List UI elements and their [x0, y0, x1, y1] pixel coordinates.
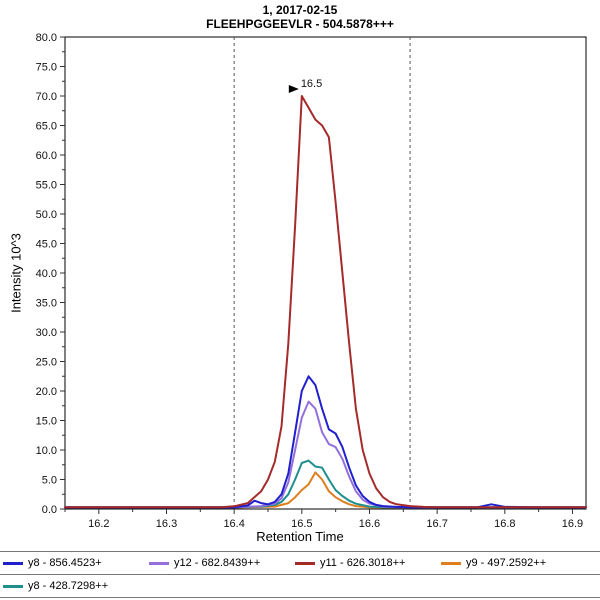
series-label: y8 - 856.4523+ — [28, 557, 102, 569]
series-color-swatch — [441, 561, 461, 565]
y-tick-label: 70.0 — [36, 91, 57, 103]
series-color-swatch — [3, 561, 23, 565]
peak-annotation-arrow-icon — [288, 85, 299, 93]
chromatogram-plot[interactable]: 0.0 5.0 10.0 15.0 20.0 25.0 30.0 35.0 40.0 45.0 50… — [0, 0, 600, 548]
series-color-swatch — [3, 584, 23, 588]
legend-item: y8 - 428.7298++ — [3, 580, 108, 592]
y-tick-label: 65.0 — [36, 121, 57, 133]
chart-subtitle: FLEEHPGGEEVLR - 504.5878+++ — [206, 17, 394, 31]
y-tick-label: 60.0 — [36, 150, 57, 162]
y-tick-label: 0.0 — [42, 504, 57, 516]
y-tick-label: 15.0 — [36, 416, 57, 428]
y-axis-label: Intensity 10^3 — [8, 233, 24, 313]
y-tick-label: 5.0 — [42, 475, 57, 487]
plot-frame — [64, 36, 587, 510]
legend-item: y12 - 682.8439++ — [149, 557, 295, 569]
legend-row-2: y8 - 428.7298++ — [0, 575, 600, 598]
x-axis-label: Retention Time — [256, 529, 344, 544]
series-label: y12 - 682.8439++ — [174, 557, 261, 569]
y-tick-label: 10.0 — [36, 445, 57, 457]
y-tick-label: 45.0 — [36, 239, 57, 251]
y-tick-label: 75.0 — [36, 62, 57, 74]
series-color-swatch — [295, 561, 315, 565]
peak-annotation-label: 16.5 — [301, 78, 322, 90]
y-tick-label: 40.0 — [36, 268, 57, 280]
chart-title: 1, 2017-02-15 — [262, 3, 338, 17]
y-tick-label: 20.0 — [36, 386, 57, 398]
y-tick-label: 80.0 — [36, 32, 57, 44]
series-line — [64, 95, 587, 509]
y-tick-label: 35.0 — [36, 298, 57, 310]
x-tick-label: 16.3 — [156, 518, 177, 530]
x-tick-label: 16.8 — [494, 518, 515, 530]
x-tick-label: 16.5 — [291, 518, 312, 530]
y-tick-label: 30.0 — [36, 327, 57, 339]
y-tick-label: 25.0 — [36, 357, 57, 369]
series-line — [64, 459, 587, 509]
y-tick-label: 50.0 — [36, 209, 57, 221]
series-label: y11 - 626.3018++ — [320, 557, 406, 569]
x-tick-label: 16.7 — [426, 518, 447, 530]
series-color-swatch — [149, 561, 169, 565]
y-tick-label: 55.0 — [36, 180, 57, 192]
series-label: y9 - 497.2592++ — [466, 557, 547, 569]
series-label: y8 - 428.7298++ — [28, 580, 109, 592]
chart-header: 1, 2017-02-15 FLEEHPGGEEVLR - 504.5878++… — [0, 3, 600, 31]
legend-item: y11 - 626.3018++ — [295, 557, 441, 569]
x-tick-label: 16.4 — [223, 518, 244, 530]
legend-item: y9 - 497.2592++ — [441, 557, 587, 569]
legend-row-1: y8 - 856.4523+ y12 - 682.8439++ y11 - 62… — [0, 552, 600, 575]
x-tick-label: 16.6 — [359, 518, 380, 530]
x-tick-label: 16.9 — [562, 518, 583, 530]
legend-item: y8 - 856.4523+ — [3, 557, 149, 569]
x-tick-label: 16.2 — [88, 518, 109, 530]
series-line — [64, 471, 587, 509]
legend: y8 - 856.4523+ y12 - 682.8439++ y11 - 62… — [0, 551, 600, 598]
